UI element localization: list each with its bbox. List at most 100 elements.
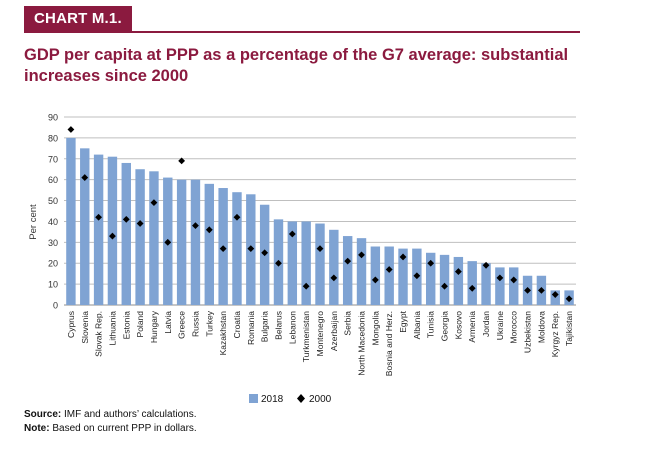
x-tick-label: Russia	[190, 311, 200, 337]
bar-2018	[190, 179, 201, 305]
legend: 2018 2000	[249, 394, 332, 405]
y-tick-label: 70	[48, 154, 58, 164]
marker-2000	[288, 230, 296, 238]
y-tick-label: 0	[53, 301, 58, 311]
marker-2000	[109, 232, 116, 240]
x-tick-label: Egypt	[398, 310, 408, 332]
marker-2000	[385, 266, 393, 273]
marker-2000	[122, 215, 130, 223]
x-tick-label: Moldova	[536, 311, 546, 343]
marker-2000	[399, 253, 407, 261]
x-tick-label: Croatia	[232, 311, 242, 339]
y-tick-label: 20	[48, 259, 58, 269]
note-label: Note:	[24, 423, 50, 434]
marker-2000	[330, 274, 338, 282]
marker-2000	[344, 257, 352, 265]
marker-2000	[205, 226, 213, 234]
bar-2018	[467, 261, 477, 305]
x-tick-label: Hungary	[149, 310, 159, 343]
bar-2018	[453, 256, 464, 305]
notes: Source: IMF and authors’ calculations. N…	[24, 408, 197, 436]
marker-2000	[261, 249, 269, 257]
header-rule	[24, 31, 580, 33]
x-tick-label: Jordan	[481, 311, 491, 337]
x-tick-label: Lithuania	[107, 311, 117, 346]
bar-2018	[370, 246, 381, 305]
marker-2000	[164, 238, 172, 246]
x-tick-labels: Cyprus Slovenia Slovak Rep. Lithuania Estoni…	[66, 310, 574, 376]
x-tick-label: Bulgaria	[260, 311, 270, 342]
x-tick-label: Belarus	[273, 311, 283, 340]
x-tick-label: Bosnia and Herz.	[384, 311, 394, 376]
note-text: Based on current PPP in dollars.	[52, 423, 197, 434]
y-axis-label: Per cent	[28, 204, 39, 240]
legend-swatch-2018	[249, 394, 258, 403]
x-tick-label: Albania	[412, 311, 422, 340]
x-tick-label: Latvia	[163, 311, 173, 334]
bar-2018	[329, 229, 339, 305]
bar-2018	[93, 154, 104, 305]
marker-2000	[468, 284, 476, 292]
bar-2018	[149, 171, 159, 305]
x-tick-label: Turkey	[204, 310, 214, 336]
marker-2000	[510, 276, 518, 284]
marker-2000	[441, 282, 448, 290]
x-tick-label: Uzbekistan	[523, 311, 533, 353]
x-tick-label: Turkmenistan	[301, 311, 311, 362]
marker-2000	[496, 274, 504, 282]
marker-2000	[247, 245, 255, 252]
x-tick-label: Tajikistan	[564, 311, 574, 346]
bar-2018	[204, 183, 215, 305]
marker-2000	[371, 276, 379, 284]
x-tick-label: Slovenia	[80, 311, 90, 344]
marker-2000	[67, 126, 75, 133]
marker-2000	[81, 174, 89, 181]
legend-marker-2000	[297, 394, 305, 403]
marker-2000	[302, 282, 310, 290]
marker-2000	[413, 272, 421, 280]
x-tick-label: Georgia	[440, 311, 450, 342]
chart-number-tag: CHART M.1.	[24, 6, 132, 31]
marker-2000	[150, 199, 158, 207]
x-tick-label: Serbia	[343, 311, 353, 336]
marker-2000	[524, 286, 531, 294]
legend-label-2000: 2000	[309, 394, 332, 405]
marker-2000	[551, 291, 559, 298]
marker-2000	[233, 213, 241, 221]
bar-2018	[495, 267, 505, 305]
y-tick-label: 50	[48, 196, 58, 206]
legend-label-2018: 2018	[261, 394, 284, 405]
marker-2000	[565, 295, 573, 303]
marker-2000	[454, 268, 462, 275]
y-tick-label: 80	[48, 133, 58, 143]
bar-2018	[301, 221, 311, 305]
y-tick-label: 60	[48, 175, 58, 185]
bar-2018	[80, 148, 90, 305]
bar-2018	[398, 248, 408, 305]
x-tick-label: Armenia	[467, 311, 477, 343]
source-note: Source: IMF and authors’ calculations.	[24, 408, 197, 422]
marker-2000	[358, 251, 365, 259]
bar-2018	[135, 169, 145, 305]
chart-title: GDP per capita at PPP as a percentage of…	[24, 46, 569, 85]
bar-2018	[481, 263, 491, 305]
x-tick-label: Tunisia	[426, 311, 436, 338]
marker-2000	[275, 259, 282, 267]
x-tick-label: Cyprus	[66, 311, 76, 338]
bar-2018	[356, 238, 367, 305]
bar-2018	[342, 236, 353, 305]
marker-2000	[178, 157, 186, 165]
bar-2018	[425, 252, 436, 305]
x-tick-label: Estonia	[121, 311, 131, 340]
x-tick-label: Poland	[135, 311, 145, 338]
bar-2018	[176, 179, 187, 305]
marker-2000	[538, 286, 545, 294]
x-tick-label: Kosovo	[453, 311, 463, 340]
marker-2000	[427, 259, 435, 267]
x-tick-label: Greece	[177, 311, 187, 339]
y-tick-label: 10	[48, 280, 58, 290]
marker-2000	[219, 245, 227, 252]
bar-2018	[107, 156, 118, 305]
x-tick-label: Lebanon	[287, 311, 297, 344]
